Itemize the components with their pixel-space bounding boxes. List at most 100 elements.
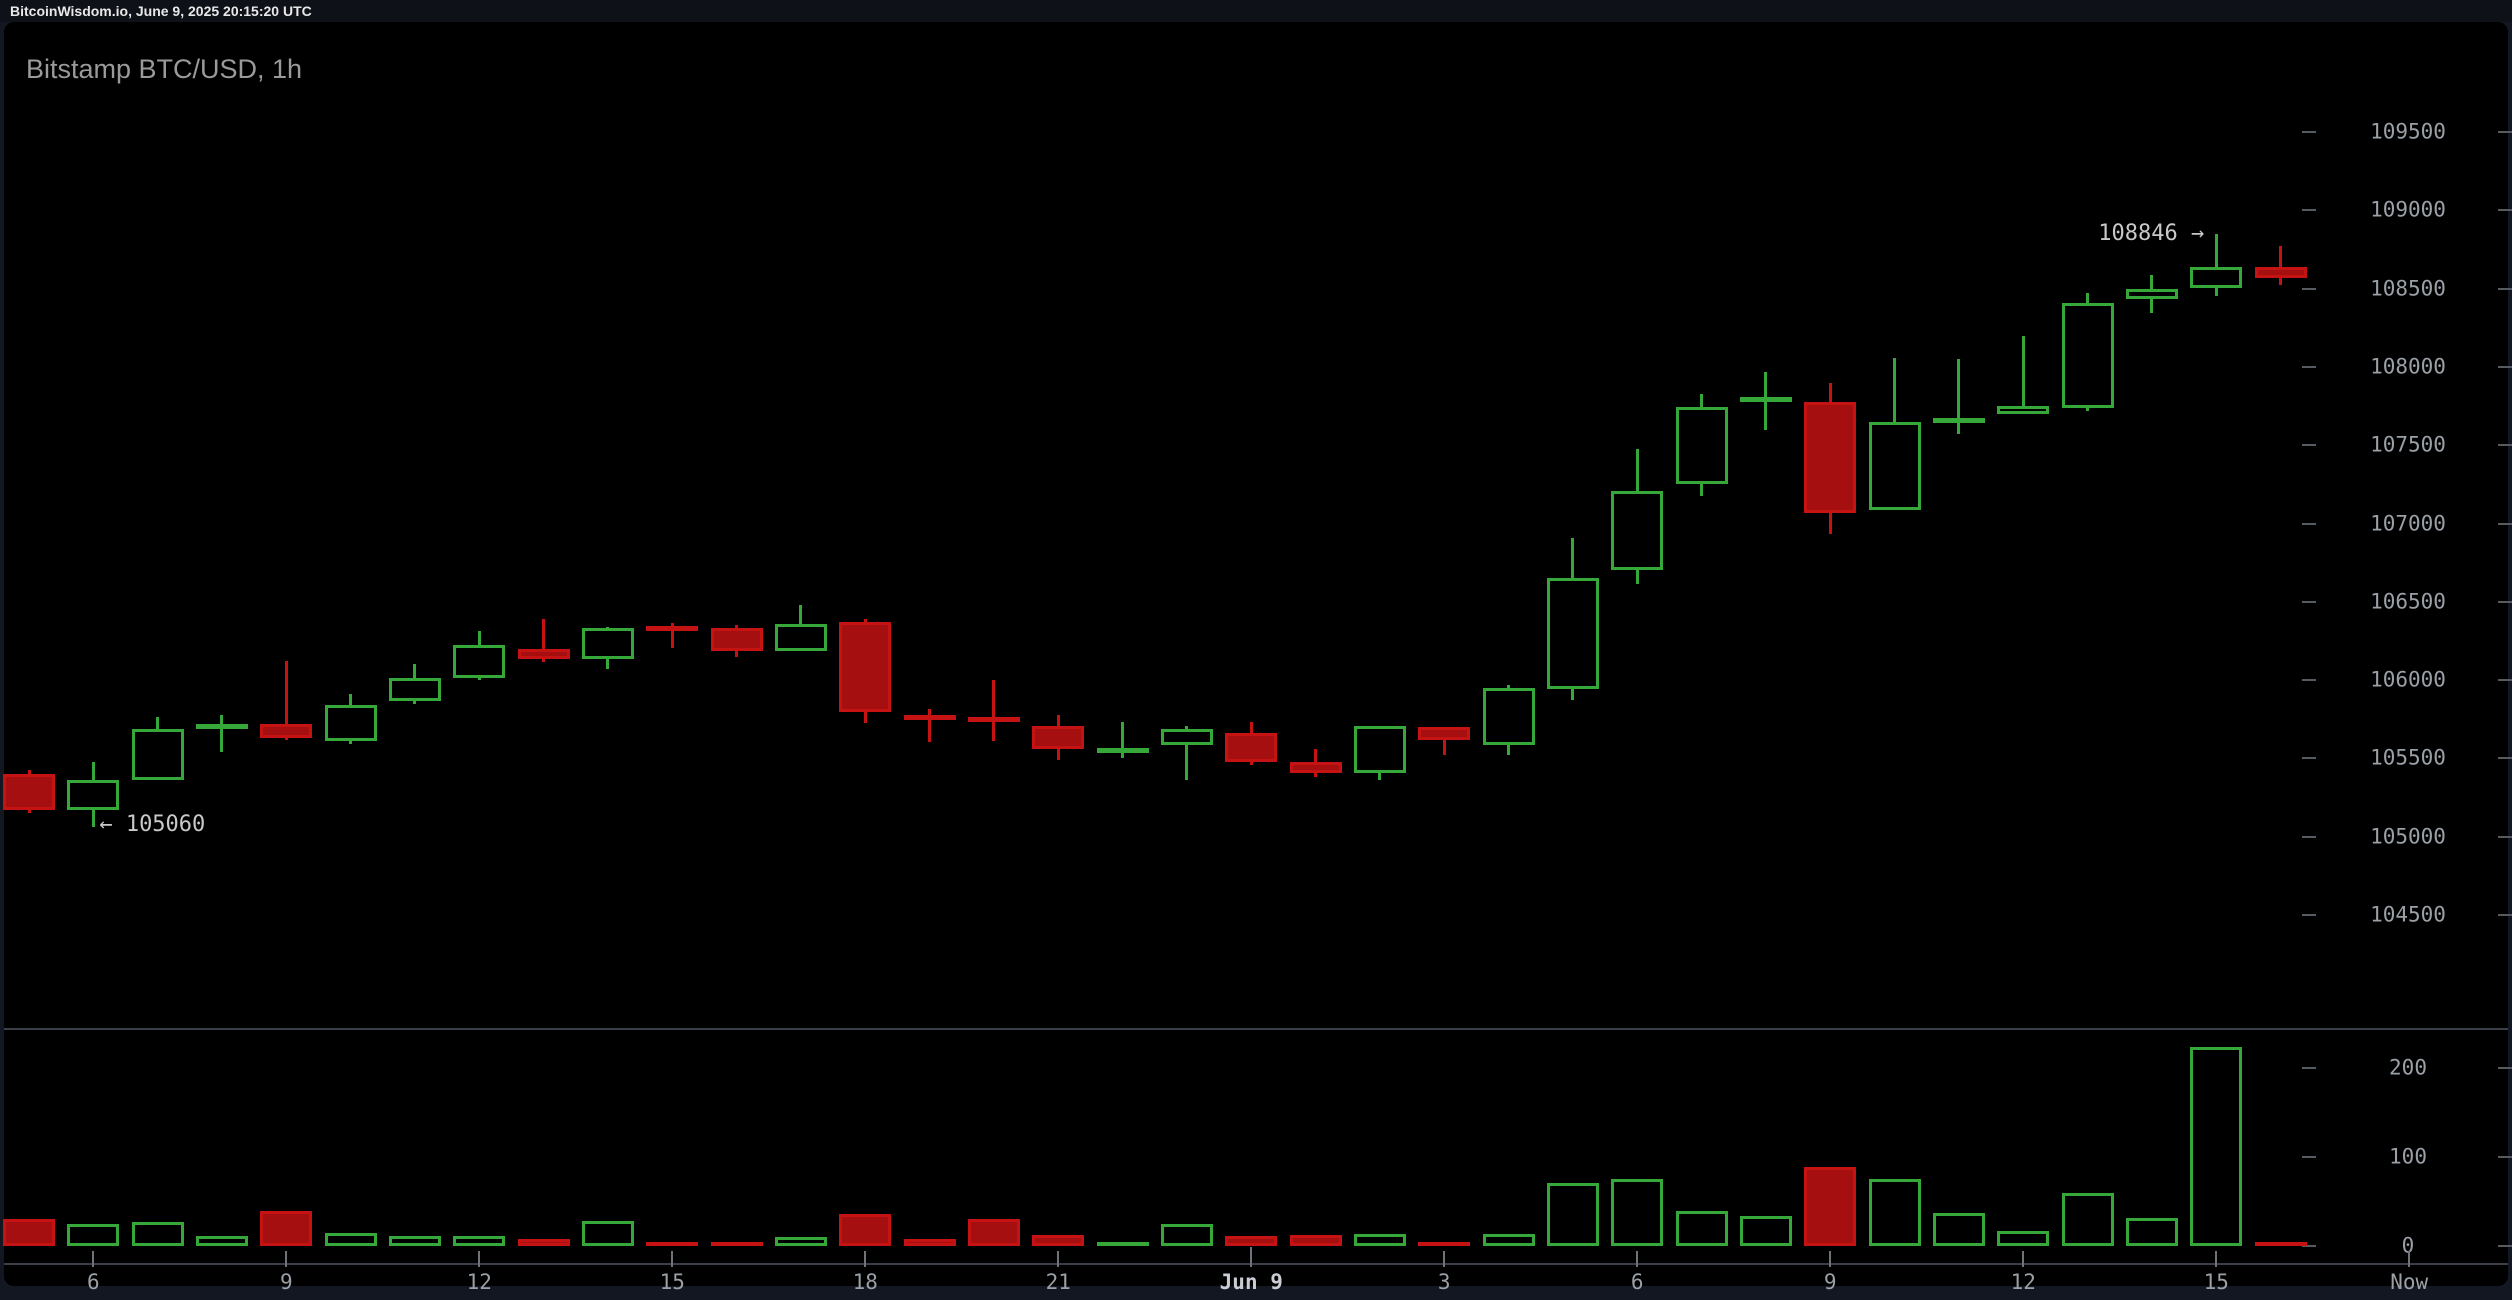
price-tick-left — [2302, 522, 2316, 525]
volume-bar — [1546, 1182, 1599, 1246]
volume-bar — [2254, 1241, 2307, 1246]
volume-bar — [1868, 1179, 1921, 1246]
candle — [3, 774, 55, 811]
time-axis-tick — [1250, 1247, 1253, 1267]
volume-bar — [967, 1219, 1020, 1246]
price-tick-left — [2302, 365, 2316, 368]
time-axis-label: 6 — [87, 1270, 100, 1294]
time-axis-tick — [92, 1251, 95, 1267]
candle — [1546, 577, 1599, 690]
candle — [517, 648, 570, 659]
candle-wick — [1185, 725, 1189, 781]
candle — [453, 644, 506, 678]
volume-bar — [260, 1211, 313, 1246]
price-tick-left — [2302, 600, 2316, 603]
volume-bar — [774, 1237, 827, 1246]
volume-bar — [646, 1242, 699, 1246]
price-axis-label: 109000 — [2370, 197, 2446, 222]
volume-tick-left — [2302, 1156, 2316, 1159]
volume-bar — [1353, 1234, 1406, 1246]
price-tick-left — [2302, 757, 2316, 760]
status-bar-title: BitcoinWisdom.io, June 9, 2025 20:15:20 … — [10, 3, 312, 19]
candle — [324, 705, 377, 742]
time-axis-tick — [1829, 1251, 1832, 1267]
volume-bar — [1675, 1211, 1728, 1246]
volume-bar — [1225, 1236, 1278, 1246]
volume-bar — [2190, 1047, 2243, 1246]
volume-bar — [1160, 1223, 1213, 1246]
candle — [903, 715, 956, 721]
candle — [2061, 303, 2114, 408]
volume-bar — [131, 1222, 184, 1246]
candle — [260, 723, 313, 739]
time-axis-label: 18 — [852, 1270, 878, 1294]
volume-bar — [1032, 1235, 1085, 1246]
candle-wick — [220, 715, 224, 753]
candle — [131, 729, 184, 780]
time-axis-tick — [2408, 1251, 2411, 1267]
volume-tick-right — [2498, 1067, 2512, 1070]
volume-axis-label: 200 — [2389, 1055, 2427, 1080]
candle — [710, 627, 763, 652]
volume-bar — [1096, 1242, 1149, 1246]
price-tick-right — [2498, 444, 2512, 447]
candle — [774, 623, 827, 652]
candle — [581, 627, 634, 659]
candle — [1418, 727, 1471, 741]
chart-panel[interactable]: Bitstamp BTC/USD, 1h 108846 → ← 105060 1… — [3, 22, 2512, 1293]
time-axis-tick — [2215, 1251, 2218, 1267]
candle — [1932, 417, 1985, 423]
candle-wick — [1442, 727, 1446, 756]
price-tick-right — [2498, 131, 2512, 133]
candle-wick — [2279, 246, 2283, 286]
candle — [1096, 747, 1149, 753]
candle-wick — [542, 619, 546, 663]
candle — [1482, 687, 1535, 746]
volume-bar — [324, 1232, 377, 1246]
candle-wick — [2021, 335, 2025, 414]
price-tick-right — [2498, 287, 2512, 290]
price-tick-right — [2498, 835, 2512, 838]
candle-wick — [928, 709, 932, 742]
price-axis-label: 109500 — [2370, 119, 2446, 144]
candle-wick — [1957, 359, 1961, 435]
time-axis-tick — [478, 1251, 481, 1267]
volume-bar — [710, 1242, 763, 1246]
status-bar: BitcoinWisdom.io, June 9, 2025 20:15:20 … — [0, 0, 2512, 22]
price-axis-label: 106500 — [2370, 589, 2446, 614]
volume-bar — [581, 1221, 634, 1246]
candle — [1225, 733, 1278, 762]
price-tick-right — [2498, 914, 2512, 916]
time-axis-label: 6 — [1630, 1270, 1644, 1294]
price-tick-right — [2498, 757, 2512, 760]
candle — [646, 626, 699, 632]
price-tick-left — [2302, 914, 2316, 916]
time-axis-tick — [864, 1251, 867, 1267]
candle — [1868, 422, 1921, 511]
price-tick-right — [2498, 600, 2512, 603]
candle — [967, 717, 1020, 723]
candle — [1611, 491, 1664, 570]
session-high-annotation: 108846 → — [2098, 221, 2205, 247]
price-tick-right — [2498, 679, 2512, 682]
price-tick-right — [2498, 209, 2512, 212]
price-axis-label: 108500 — [2370, 276, 2446, 301]
candle — [1675, 406, 1728, 485]
volume-bar — [195, 1236, 248, 1246]
time-axis-tick — [1057, 1251, 1060, 1267]
time-axis-tick — [671, 1251, 674, 1267]
volume-bar — [2061, 1192, 2114, 1246]
price-tick-left — [2302, 835, 2316, 838]
candle-wick — [284, 661, 288, 741]
volume-bar — [1804, 1166, 1857, 1246]
candle-wick — [2214, 234, 2218, 297]
volume-bar — [3, 1219, 55, 1246]
candle-wick — [670, 622, 674, 648]
time-axis-label: 15 — [2203, 1270, 2229, 1294]
volume-bar — [1932, 1213, 1985, 1246]
price-tick-right — [2498, 365, 2512, 368]
candle — [1289, 761, 1342, 774]
candle — [195, 723, 248, 729]
price-axis-label: 104500 — [2370, 902, 2446, 927]
price-axis-label: 108000 — [2370, 354, 2446, 379]
